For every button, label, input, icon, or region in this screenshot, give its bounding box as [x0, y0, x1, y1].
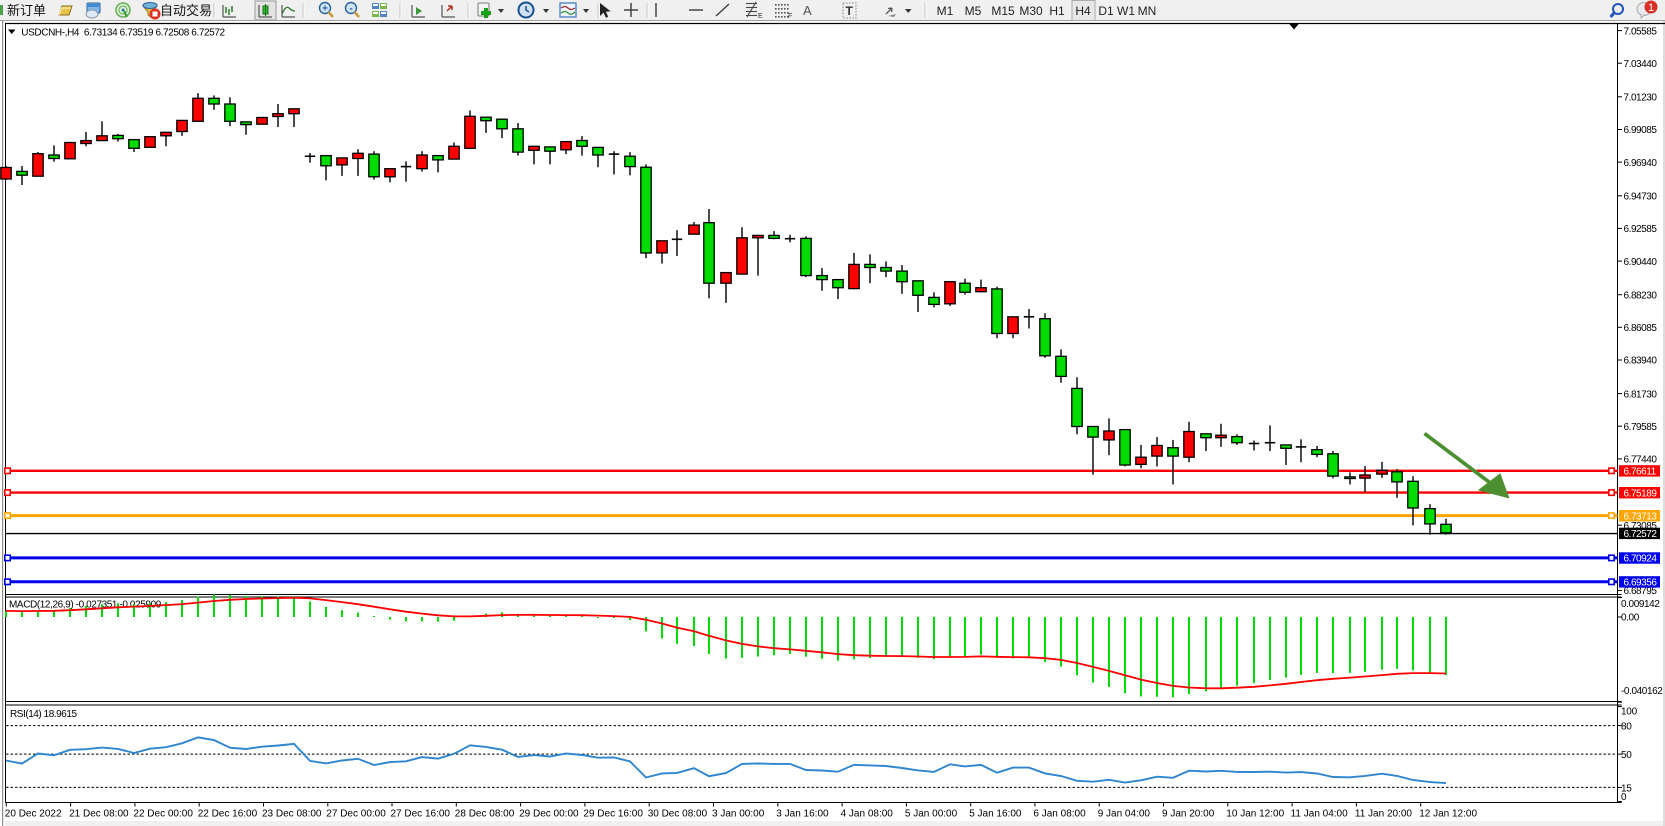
svg-text:27 Dec 16:00: 27 Dec 16:00: [391, 809, 451, 820]
svg-text:6.68795: 6.68795: [1624, 586, 1658, 597]
svg-text:6.96940: 6.96940: [1624, 158, 1658, 169]
svg-text:21 Dec 08:00: 21 Dec 08:00: [69, 809, 129, 820]
svg-text:6.86085: 6.86085: [1624, 323, 1658, 334]
svg-text:6.99085: 6.99085: [1624, 125, 1658, 136]
svg-text:6.73713: 6.73713: [1624, 511, 1658, 522]
svg-text:11 Jan 04:00: 11 Jan 04:00: [1291, 809, 1349, 820]
svg-text:5 Jan 00:00: 5 Jan 00:00: [905, 809, 958, 820]
svg-text:M1: M1: [937, 4, 954, 18]
svg-text:H4: H4: [1075, 4, 1091, 18]
svg-text:20 Dec 2022: 20 Dec 2022: [5, 809, 62, 820]
svg-text:3 Jan 00:00: 3 Jan 00:00: [712, 809, 765, 820]
svg-text:3 Jan 16:00: 3 Jan 16:00: [776, 809, 829, 820]
svg-text:6.94730: 6.94730: [1624, 192, 1658, 203]
svg-text:-: -: [349, 4, 352, 15]
svg-text:9 Jan 04:00: 9 Jan 04:00: [1098, 809, 1151, 820]
svg-text:0: 0: [1621, 792, 1627, 803]
svg-text:7.01230: 7.01230: [1624, 93, 1658, 104]
svg-text:11 Jan 20:00: 11 Jan 20:00: [1355, 809, 1413, 820]
svg-text:6.83940: 6.83940: [1624, 356, 1658, 367]
svg-text:6.70924: 6.70924: [1624, 554, 1658, 565]
svg-text:6.73085: 6.73085: [1624, 521, 1658, 532]
svg-text:23 Dec 08:00: 23 Dec 08:00: [262, 809, 322, 820]
svg-text:6.72572: 6.72572: [1624, 529, 1658, 540]
svg-text:M15: M15: [991, 4, 1015, 18]
svg-text:7.03440: 7.03440: [1624, 59, 1658, 70]
svg-text:6.92585: 6.92585: [1624, 224, 1658, 235]
svg-text:27 Dec 00:00: 27 Dec 00:00: [326, 809, 386, 820]
svg-text:自动交易: 自动交易: [160, 3, 212, 18]
svg-text:6.76611: 6.76611: [1624, 467, 1657, 478]
svg-text:MACD(12,26,9) -0.027351 -0.025: MACD(12,26,9) -0.027351 -0.025909: [9, 600, 162, 611]
svg-text:USDCNH-,H4 6.73134 6.73519 6.: USDCNH-,H4 6.73134 6.73519 6.72508 6.725…: [21, 27, 225, 38]
svg-text:6.69356: 6.69356: [1624, 578, 1658, 589]
svg-text:5 Jan 16:00: 5 Jan 16:00: [969, 809, 1022, 820]
svg-text:29 Dec 16:00: 29 Dec 16:00: [583, 809, 643, 820]
svg-text:80: 80: [1621, 722, 1632, 733]
svg-text:4 Jan 08:00: 4 Jan 08:00: [841, 809, 894, 820]
svg-text:T: T: [846, 4, 854, 18]
svg-text:6.88230: 6.88230: [1624, 290, 1658, 301]
svg-text:28 Dec 08:00: 28 Dec 08:00: [455, 809, 515, 820]
svg-text:6.81730: 6.81730: [1624, 389, 1658, 400]
svg-text:9 Jan 20:00: 9 Jan 20:00: [1162, 809, 1215, 820]
svg-text:新订单: 新订单: [7, 3, 46, 18]
svg-text:MN: MN: [1138, 4, 1157, 18]
svg-text:7.05585: 7.05585: [1624, 26, 1658, 37]
svg-text:6.90440: 6.90440: [1624, 257, 1658, 268]
svg-text:H1: H1: [1049, 4, 1065, 18]
svg-text:E: E: [758, 13, 763, 20]
svg-text:F: F: [788, 13, 792, 20]
svg-text:-0.040162: -0.040162: [1621, 686, 1663, 697]
svg-text:6 Jan 08:00: 6 Jan 08:00: [1033, 809, 1086, 820]
svg-text:1: 1: [1648, 2, 1654, 14]
svg-text:0.00: 0.00: [1621, 613, 1640, 624]
svg-text:6.79585: 6.79585: [1624, 422, 1658, 433]
svg-text:RSI(14) 18.9615: RSI(14) 18.9615: [10, 709, 78, 720]
svg-text:15: 15: [1621, 783, 1632, 794]
svg-text:29 Dec 00:00: 29 Dec 00:00: [519, 809, 579, 820]
svg-text:D1: D1: [1098, 4, 1114, 18]
svg-text:0.009142: 0.009142: [1621, 599, 1660, 610]
svg-text:10 Jan 12:00: 10 Jan 12:00: [1226, 809, 1284, 820]
svg-text:50: 50: [1621, 750, 1632, 761]
svg-text:A: A: [803, 3, 812, 18]
svg-text:100: 100: [1621, 707, 1638, 718]
svg-text:22 Dec 16:00: 22 Dec 16:00: [198, 809, 258, 820]
svg-text:12 Jan 12:00: 12 Jan 12:00: [1419, 809, 1477, 820]
svg-text:M30: M30: [1019, 4, 1043, 18]
svg-text:M5: M5: [965, 4, 982, 18]
svg-text:6.77440: 6.77440: [1624, 455, 1658, 466]
svg-text:22 Dec 00:00: 22 Dec 00:00: [133, 809, 193, 820]
svg-text:W1: W1: [1117, 4, 1135, 18]
svg-text:30 Dec 08:00: 30 Dec 08:00: [648, 809, 708, 820]
svg-text:6.75189: 6.75189: [1624, 488, 1658, 499]
svg-text:+: +: [322, 4, 328, 15]
